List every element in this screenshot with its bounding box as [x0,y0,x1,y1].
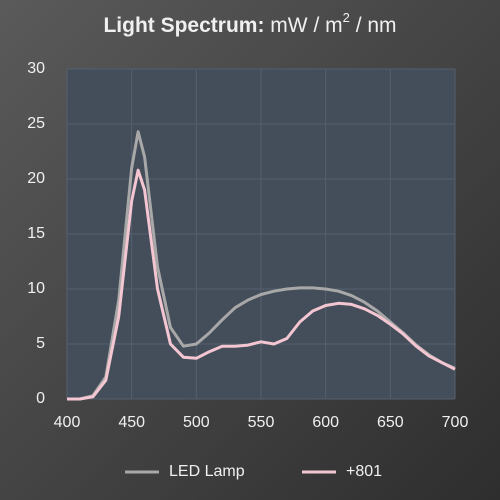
y-tick-label: 0 [36,390,45,407]
legend-label: LED Lamp [169,463,245,480]
series-line [67,168,456,401]
x-tick-label: 700 [442,414,469,431]
y-tick-label: 10 [27,280,45,297]
y-tick-label: 20 [27,170,45,187]
series-line [67,130,456,401]
y-tick-label: 15 [27,225,45,242]
title-bold: Light Spectrum: [103,14,264,37]
title-unit-end: / nm [356,14,397,37]
title-unit: mW / m [270,14,342,37]
x-tick-label: 450 [118,414,145,431]
chart-title: Light Spectrum: mW / m2 / nm [103,7,396,37]
x-tick-label: 500 [183,414,210,431]
legend-label: +801 [346,463,382,480]
x-tick-label: 550 [248,414,275,431]
x-tick-label: 650 [377,414,404,431]
x-tick-label: 400 [54,414,81,431]
y-tick-label: 30 [27,60,45,77]
y-tick-label: 25 [27,115,45,132]
x-tick-label: 600 [312,414,339,431]
y-tick-label: 5 [36,335,45,352]
title-superscript: 2 [343,10,350,25]
